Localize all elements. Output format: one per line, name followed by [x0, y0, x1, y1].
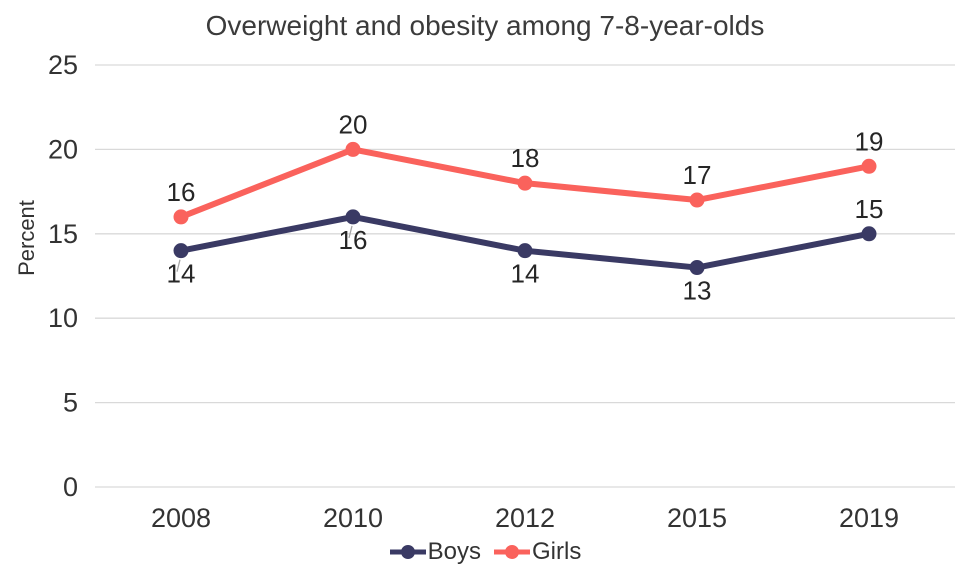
data-point-marker-boys	[173, 243, 189, 259]
data-point-marker-girls	[345, 141, 361, 157]
data-point-marker-girls	[689, 192, 705, 208]
data-label-boys: 14	[511, 259, 540, 289]
data-point-marker-boys	[345, 209, 361, 225]
data-label-girls: 17	[683, 160, 712, 190]
data-point-marker-girls	[517, 175, 533, 191]
data-label-girls: 20	[339, 109, 368, 139]
data-label-boys: 16	[339, 225, 368, 255]
legend-label-boys: Boys	[427, 538, 482, 565]
data-label-leader-line	[348, 225, 353, 239]
y-tick-label: 20	[48, 134, 78, 164]
data-label-boys: 15	[855, 194, 884, 224]
y-tick-label: 5	[63, 388, 78, 418]
legend-marker-girls	[494, 545, 531, 559]
x-tick-label: 2008	[151, 503, 211, 533]
data-point-marker-boys	[861, 226, 877, 242]
x-tick-label: 2019	[839, 503, 899, 533]
y-tick-label: 25	[48, 50, 78, 80]
x-tick-label: 2015	[667, 503, 727, 533]
data-label-girls: 19	[855, 126, 884, 156]
data-label-leader-line	[176, 259, 181, 272]
legend: Boys Girls	[0, 538, 970, 566]
chart-title: Overweight and obesity among 7-8-year-ol…	[205, 10, 765, 41]
data-point-marker-girls	[861, 158, 877, 174]
data-label-girls: 16	[167, 177, 196, 207]
y-tick-label: 15	[48, 219, 78, 249]
legend-item-girls: Girls	[493, 538, 581, 566]
legend-marker-boys	[389, 545, 426, 559]
data-label-girls: 18	[511, 143, 540, 173]
y-tick-label: 0	[63, 472, 78, 502]
data-point-marker-girls	[173, 209, 189, 225]
y-tick-label: 10	[48, 303, 78, 333]
x-tick-label: 2010	[323, 503, 383, 533]
legend-label-girls: Girls	[532, 538, 582, 565]
data-label-boys: 14	[167, 259, 196, 289]
x-tick-label: 2012	[495, 503, 555, 533]
data-point-marker-boys	[517, 243, 533, 259]
data-label-boys: 13	[683, 276, 712, 306]
legend-item-boys: Boys	[389, 538, 481, 566]
data-point-marker-boys	[689, 260, 705, 276]
